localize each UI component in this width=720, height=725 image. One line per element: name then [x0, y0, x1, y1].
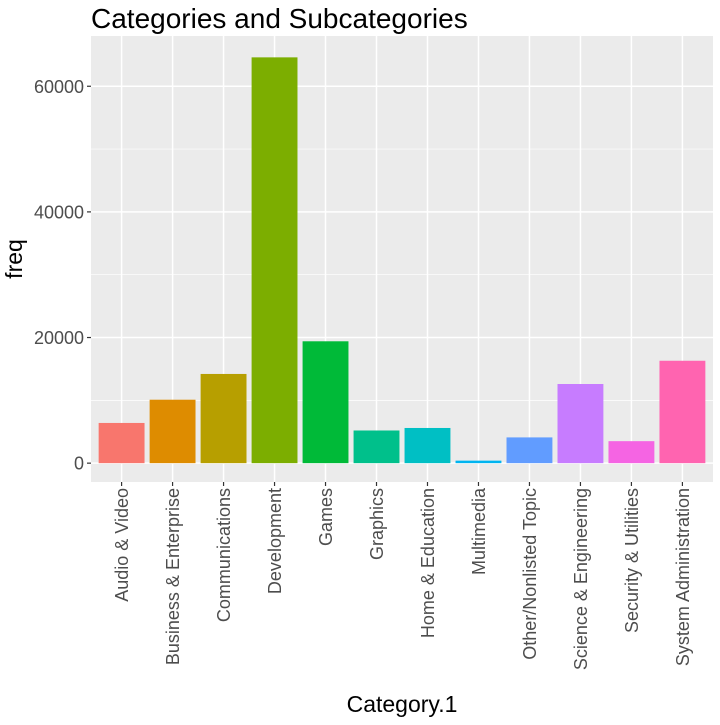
- bar: [200, 373, 247, 464]
- y-tick-label: 40000: [34, 202, 84, 222]
- y-tick-label: 0: [74, 454, 84, 474]
- x-tick-label: Communications: [214, 488, 234, 622]
- chart-title: Categories and Subcategories: [91, 3, 468, 34]
- bar: [659, 360, 706, 464]
- bar: [557, 384, 604, 464]
- x-axis-title: Category.1: [347, 691, 458, 717]
- y-tick-label: 20000: [34, 328, 84, 348]
- bar: [149, 399, 196, 464]
- bar: [98, 422, 145, 464]
- x-tick-label: Graphics: [367, 488, 387, 560]
- x-tick-label: Games: [316, 488, 336, 546]
- x-tick-label: System Administration: [673, 488, 693, 666]
- x-tick-label: Audio & Video: [112, 488, 132, 602]
- bar: [506, 437, 553, 464]
- bar: [608, 441, 655, 464]
- x-tick-label: Multimedia: [469, 487, 489, 575]
- bar: [353, 430, 400, 464]
- x-tick-label: Home & Education: [418, 488, 438, 638]
- bar: [251, 57, 298, 464]
- x-tick-label: Security & Utilities: [622, 488, 642, 633]
- bar: [455, 460, 502, 464]
- x-tick-label: Other/Nonlisted Topic: [520, 488, 540, 660]
- y-axis-ticks: 0 20000 40000 60000: [34, 77, 91, 474]
- x-tick-label: Development: [265, 488, 285, 594]
- x-tick-label: Business & Enterprise: [163, 488, 183, 665]
- x-axis-ticks: Audio & Video Business & Enterprise Commun…: [112, 482, 693, 670]
- x-tick-label: Science & Engineering: [571, 488, 591, 670]
- bars: [98, 57, 706, 464]
- y-tick-label: 60000: [34, 77, 84, 97]
- y-axis-title: freq: [1, 239, 27, 279]
- bar: [404, 427, 451, 464]
- bar: [302, 341, 349, 464]
